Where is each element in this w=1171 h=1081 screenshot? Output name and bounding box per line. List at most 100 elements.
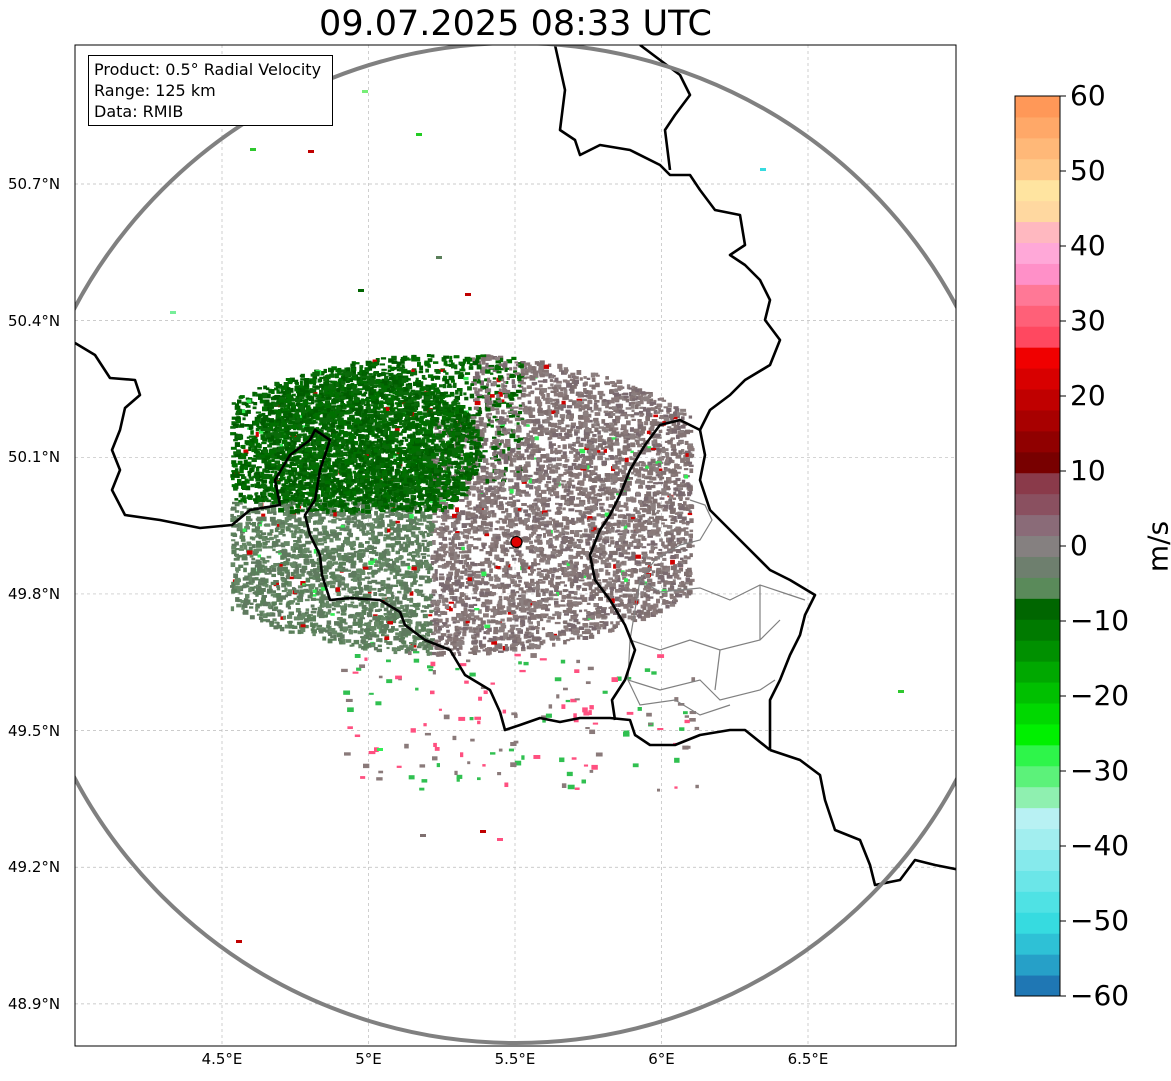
echo-gate <box>479 480 484 484</box>
echo-gate <box>535 614 541 617</box>
echo-gate <box>333 602 340 608</box>
echo-gate <box>247 572 253 577</box>
echo-gate <box>387 487 392 492</box>
echo-gate <box>510 625 516 630</box>
echo-gate <box>371 549 377 555</box>
echo-gate <box>542 593 546 597</box>
echo-gate <box>434 411 439 414</box>
echo-gate <box>481 356 486 362</box>
echo-gate <box>475 412 481 417</box>
echo-gate <box>598 407 602 412</box>
echo-gate <box>312 616 316 620</box>
echo-gate <box>387 621 394 625</box>
echo-gate <box>576 398 582 402</box>
echo-gate <box>569 450 574 453</box>
echo-gate <box>525 461 531 466</box>
echo-gate <box>672 549 677 552</box>
echo-gate <box>564 560 569 563</box>
echo-gate <box>625 569 629 572</box>
echo-gate <box>342 626 349 631</box>
echo-gate <box>687 572 693 575</box>
echo-gate <box>254 510 261 515</box>
echo-gate <box>426 554 430 557</box>
echo-gate <box>402 608 409 612</box>
echo-gate <box>442 603 446 606</box>
echo-gate <box>655 573 660 578</box>
echo-gate <box>344 622 348 625</box>
echo-gate <box>517 602 522 607</box>
echo-gate <box>396 361 402 366</box>
echo-gate <box>498 391 503 397</box>
echo-gate <box>450 563 456 568</box>
echo-gate <box>527 617 532 623</box>
echo-gate <box>669 601 675 605</box>
echo-gate <box>552 642 556 647</box>
echo-gate <box>685 463 691 466</box>
echo-gate <box>448 537 452 541</box>
echo-gate <box>675 454 682 459</box>
echo-gate <box>462 629 467 634</box>
echo-gate <box>480 620 486 625</box>
echo-gate <box>241 607 245 610</box>
echo-gate <box>440 554 446 558</box>
echo-gate <box>482 636 487 640</box>
echo-gate <box>643 588 647 591</box>
echo-gate <box>280 387 284 393</box>
echo-gate <box>391 547 395 552</box>
echo-gate <box>612 624 619 628</box>
echo-gate <box>241 495 246 500</box>
echo-gate <box>666 477 672 482</box>
echo-gate <box>422 640 428 644</box>
echo-gate <box>670 437 675 440</box>
echo-gate <box>569 549 574 552</box>
echo-gate <box>383 586 388 590</box>
echo-gate <box>271 401 276 404</box>
echo-gate <box>633 452 638 457</box>
echo-gate <box>502 588 506 591</box>
echo-gate <box>617 509 623 512</box>
echo-gate <box>590 612 595 616</box>
echo-gate <box>569 496 576 501</box>
echo-gate <box>637 388 643 392</box>
echo-gate <box>615 435 622 438</box>
echo-gate <box>424 362 429 365</box>
echo-gate <box>577 544 581 549</box>
echo-gate <box>387 369 392 372</box>
echo-gate <box>331 366 337 371</box>
echo-gate <box>246 409 251 414</box>
echo-gate <box>458 596 463 600</box>
echo-gate <box>261 456 267 460</box>
echo-gate <box>402 547 409 553</box>
echo-gate <box>536 461 540 467</box>
echo-gate <box>450 379 455 383</box>
echo-gate <box>618 552 624 557</box>
echo-gate <box>453 527 458 531</box>
echo-gate <box>534 491 540 496</box>
echo-gate <box>507 630 512 633</box>
echo-gate <box>614 545 620 548</box>
echo-gate <box>624 578 628 583</box>
echo-gate <box>358 510 364 514</box>
echo-gate <box>369 566 373 570</box>
echo-gate <box>311 562 316 568</box>
echo-gate <box>589 460 594 465</box>
echo-gate <box>610 424 615 429</box>
echo-gate <box>374 490 380 495</box>
echo-gate <box>495 367 499 373</box>
echo-gate <box>404 438 409 442</box>
echo-gate <box>280 528 285 534</box>
echo-gate <box>359 571 366 576</box>
echo-gate <box>550 383 554 387</box>
echo-gate <box>498 363 503 367</box>
echo-gate <box>495 360 502 364</box>
echo-gate <box>516 415 520 418</box>
echo-gate <box>497 433 501 438</box>
echo-gate <box>541 627 546 631</box>
echo-gate <box>318 422 322 426</box>
echo-gate <box>483 437 489 442</box>
echo-gate <box>379 476 386 479</box>
echo-gate <box>447 530 451 535</box>
echo-gate <box>321 565 326 569</box>
echo-gate <box>327 631 332 635</box>
